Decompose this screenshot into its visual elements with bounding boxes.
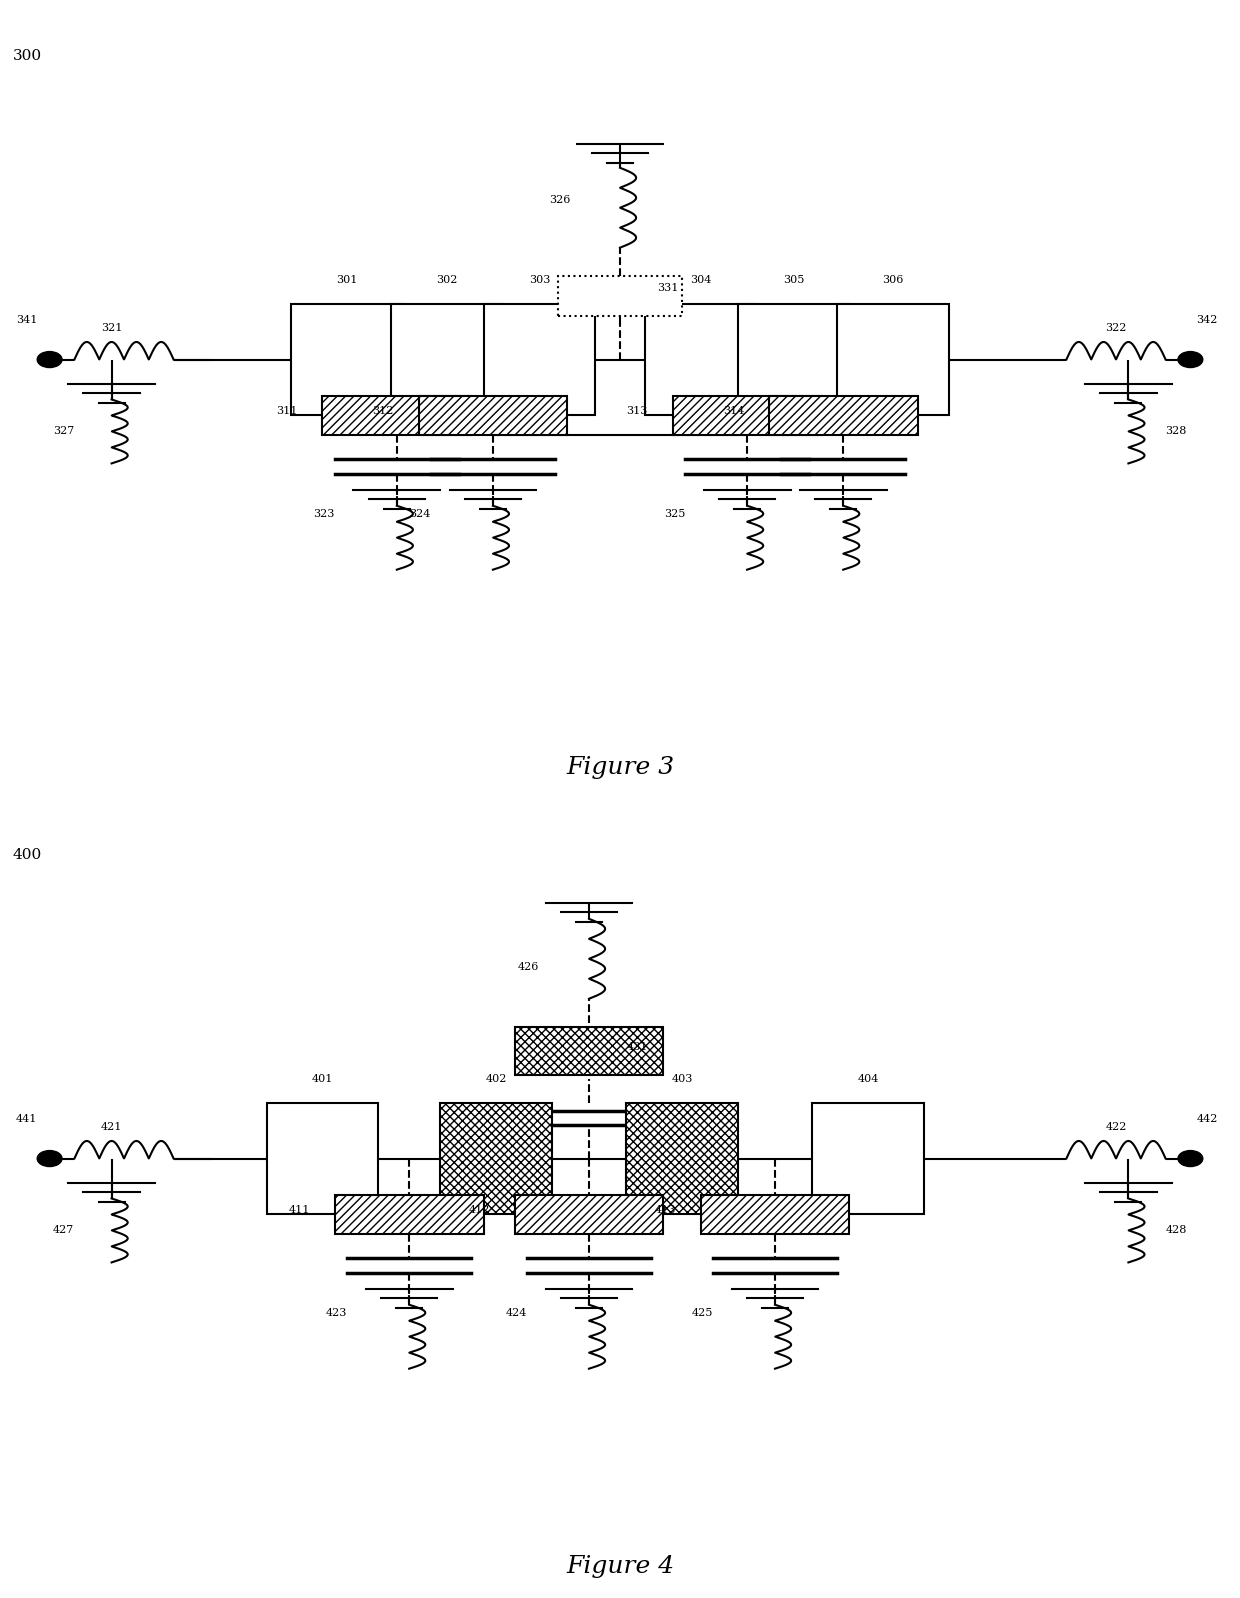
Text: 325: 325 (663, 508, 684, 519)
Text: 327: 327 (53, 427, 74, 436)
Text: 425: 425 (692, 1307, 713, 1318)
Text: 305: 305 (782, 275, 805, 284)
Text: 424: 424 (506, 1307, 527, 1318)
Text: 441: 441 (16, 1114, 37, 1123)
Text: 313: 313 (626, 406, 647, 417)
Text: 442: 442 (1197, 1114, 1218, 1123)
Text: 422: 422 (1105, 1122, 1127, 1131)
Text: 322: 322 (1105, 323, 1127, 332)
Text: 342: 342 (1197, 315, 1218, 324)
Text: 421: 421 (100, 1122, 123, 1131)
Text: 311: 311 (277, 406, 298, 417)
Bar (769, 395, 918, 435)
Text: 302: 302 (435, 275, 458, 284)
Text: Figure 3: Figure 3 (565, 756, 675, 778)
Bar (558, 275, 682, 316)
Text: 328: 328 (1166, 427, 1187, 436)
Circle shape (1178, 352, 1203, 368)
Text: 412: 412 (469, 1205, 490, 1216)
Bar (645, 304, 756, 415)
Text: 402: 402 (485, 1074, 507, 1083)
Text: 314: 314 (723, 406, 744, 417)
Bar (515, 1026, 663, 1074)
Bar (515, 1195, 663, 1234)
Text: 341: 341 (16, 315, 37, 324)
Text: 306: 306 (882, 275, 904, 284)
Text: 428: 428 (1166, 1226, 1187, 1235)
Text: 321: 321 (100, 323, 123, 332)
Bar (440, 1103, 552, 1214)
Text: 423: 423 (326, 1307, 347, 1318)
Text: 431: 431 (626, 1042, 647, 1051)
Text: 323: 323 (314, 508, 335, 519)
Bar (626, 1103, 738, 1214)
Text: 427: 427 (53, 1226, 74, 1235)
Circle shape (1178, 1151, 1203, 1167)
Bar (322, 395, 471, 435)
Text: 400: 400 (12, 849, 42, 861)
Circle shape (37, 1151, 62, 1167)
Bar (812, 1103, 924, 1214)
Text: 304: 304 (689, 275, 712, 284)
Text: 413: 413 (655, 1205, 676, 1216)
Bar (419, 395, 567, 435)
Text: 300: 300 (12, 50, 41, 62)
Text: 403: 403 (671, 1074, 693, 1083)
Bar (267, 1103, 378, 1214)
Text: 301: 301 (336, 275, 358, 284)
Text: 303: 303 (528, 275, 551, 284)
Text: 326: 326 (549, 195, 570, 205)
Text: 312: 312 (372, 406, 394, 417)
Text: 426: 426 (518, 962, 539, 972)
Bar (672, 395, 821, 435)
Bar (837, 304, 949, 415)
Text: 324: 324 (409, 508, 432, 519)
Text: 404: 404 (857, 1074, 879, 1083)
Text: 401: 401 (311, 1074, 334, 1083)
Text: 411: 411 (289, 1205, 310, 1216)
Bar (291, 304, 403, 415)
Bar (738, 304, 849, 415)
Text: 331: 331 (657, 283, 678, 292)
Circle shape (37, 352, 62, 368)
Bar (484, 304, 595, 415)
Bar (391, 304, 502, 415)
Bar (335, 1195, 484, 1234)
Text: Figure 4: Figure 4 (565, 1555, 675, 1577)
Bar (701, 1195, 849, 1234)
